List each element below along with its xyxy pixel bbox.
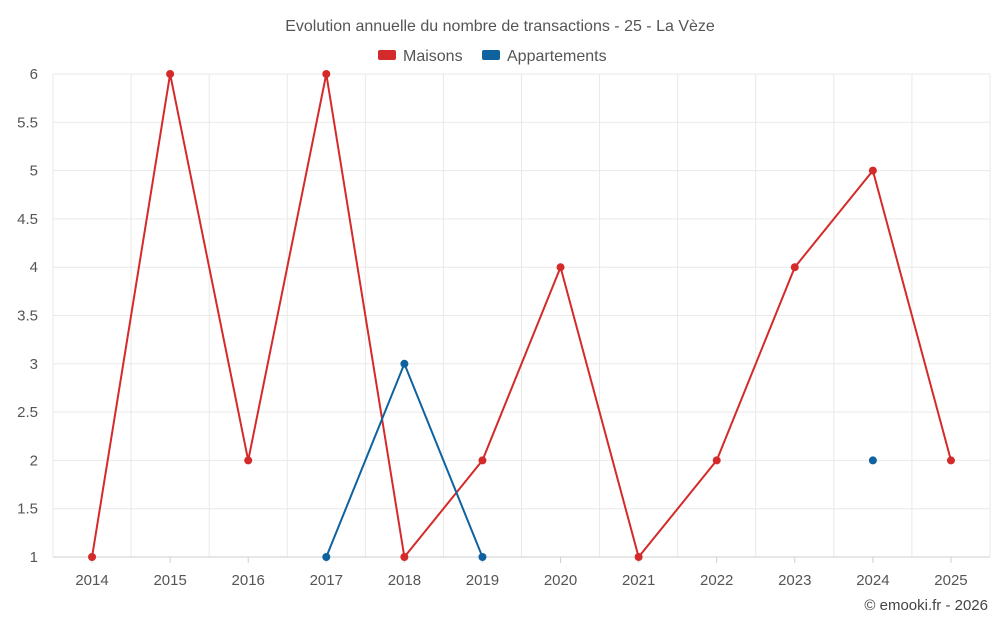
x-tick-label: 2017 xyxy=(310,572,343,589)
axes: 1 1.5 2 2.5 3 3.5 4 4.5 5 5.5 6 2014 2015 2016 2017 201… xyxy=(17,66,990,589)
x-tick-label: 2023 xyxy=(778,572,811,589)
data-point-maisons[interactable] xyxy=(166,70,175,78)
legend-label-maisons: Maisons xyxy=(403,48,463,65)
data-point-maisons[interactable] xyxy=(322,70,331,78)
x-tick-label: 2021 xyxy=(622,572,655,589)
y-tick-label: 4.5 xyxy=(17,211,38,228)
data-point-maisons[interactable] xyxy=(478,456,487,465)
y-tick-label: 1 xyxy=(30,549,38,566)
y-tick-label: 5.5 xyxy=(17,114,38,131)
legend-item-appartements[interactable]: Appartements xyxy=(482,48,607,65)
legend-item-maisons[interactable]: Maisons xyxy=(378,48,463,65)
chart-title: Evolution annuelle du nombre de transact… xyxy=(285,18,715,35)
credit-text: © emooki.fr - 2026 xyxy=(864,597,988,614)
data-point-maisons[interactable] xyxy=(946,456,955,465)
data-point-maisons[interactable] xyxy=(712,456,721,465)
data-point-maisons[interactable] xyxy=(88,553,97,561)
x-tick-label: 2016 xyxy=(232,572,265,589)
data-point-maisons[interactable] xyxy=(868,166,877,175)
y-tick-label: 3.5 xyxy=(17,308,38,325)
legend-swatch-maisons xyxy=(378,50,396,60)
legend[interactable]: Maisons Appartements xyxy=(378,48,607,65)
x-tick-label: 2014 xyxy=(75,572,108,589)
x-tick-label: 2024 xyxy=(856,572,889,589)
series xyxy=(88,70,955,561)
data-point-appartements[interactable] xyxy=(868,456,877,465)
series-line-maisons xyxy=(91,73,952,558)
y-tick-label: 6 xyxy=(30,66,38,83)
y-tick-label: 1.5 xyxy=(17,501,38,518)
y-tick-label: 5 xyxy=(30,163,38,180)
data-point-maisons[interactable] xyxy=(400,553,409,561)
data-point-maisons[interactable] xyxy=(556,263,565,272)
y-tick-label: 2 xyxy=(30,452,38,469)
legend-label-appartements: Appartements xyxy=(507,48,607,65)
y-tick-label: 2.5 xyxy=(17,404,38,421)
x-tick-label: 2015 xyxy=(153,572,186,589)
x-tick-label: 2020 xyxy=(544,572,577,589)
x-tick-label: 2018 xyxy=(388,572,421,589)
grid xyxy=(52,73,991,558)
data-point-appartements[interactable] xyxy=(478,553,487,561)
data-point-maisons[interactable] xyxy=(244,456,253,465)
y-tick-label: 3 xyxy=(30,356,38,373)
x-tick-label: 2025 xyxy=(934,572,967,589)
y-tick-label: 4 xyxy=(30,259,38,276)
x-tick-label: 2019 xyxy=(466,572,499,589)
legend-swatch-appartements xyxy=(482,50,500,60)
x-tick-label: 2022 xyxy=(700,572,733,589)
data-point-maisons[interactable] xyxy=(634,553,643,561)
data-point-maisons[interactable] xyxy=(790,263,799,272)
data-point-appartements[interactable] xyxy=(322,553,331,561)
data-point-appartements[interactable] xyxy=(400,359,409,368)
